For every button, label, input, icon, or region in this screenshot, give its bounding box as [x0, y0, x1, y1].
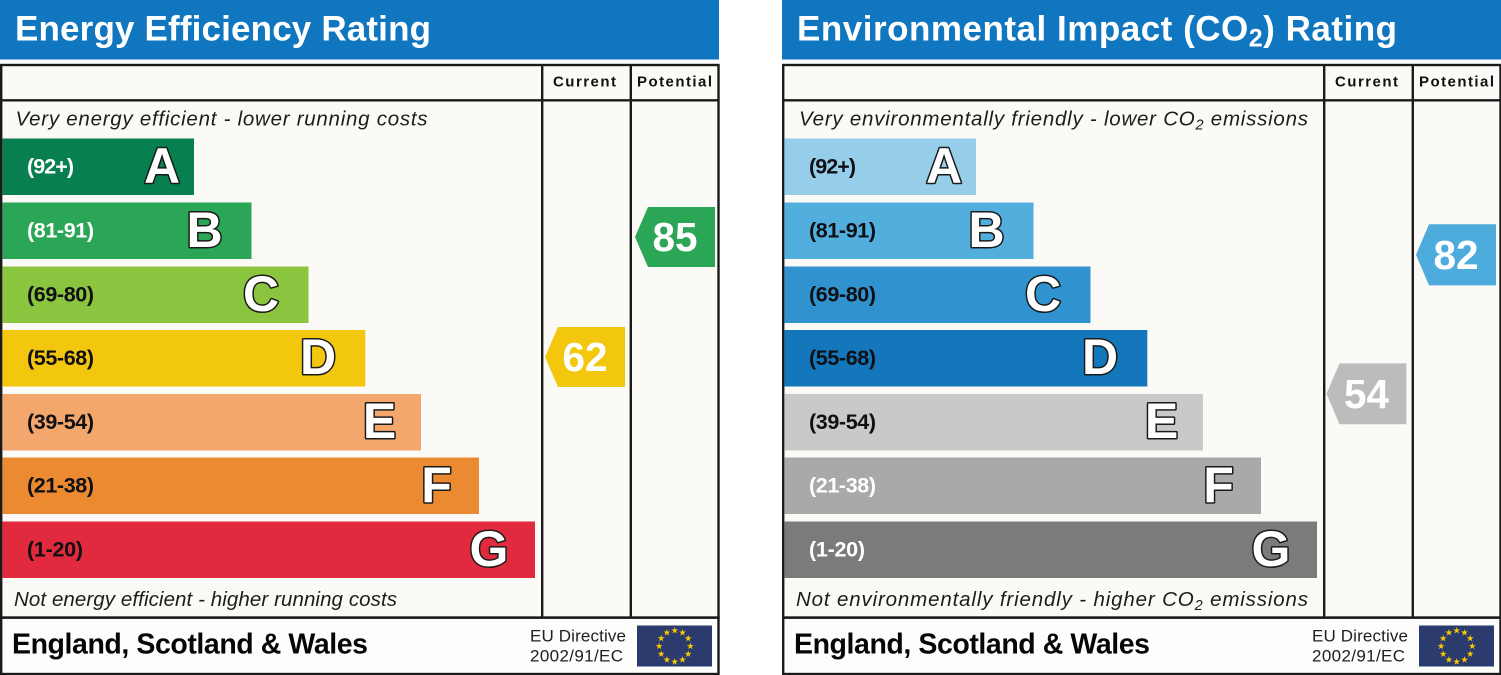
- svg-text:E: E: [1145, 393, 1178, 449]
- svg-text:England, Scotland & Wales: England, Scotland & Wales: [12, 629, 368, 661]
- svg-text:A: A: [144, 138, 180, 194]
- svg-text:England, Scotland & Wales: England, Scotland & Wales: [794, 629, 1150, 661]
- svg-text:(39-54): (39-54): [809, 410, 876, 434]
- svg-text:EU Directive: EU Directive: [1312, 627, 1408, 646]
- svg-text:D: D: [300, 329, 336, 385]
- svg-text:Current: Current: [553, 74, 616, 91]
- svg-text:Environmental Impact (CO2) Rat: Environmental Impact (CO2) Rating: [797, 10, 1397, 53]
- svg-text:Not environmentally friendly -: Not environmentally friendly - higher CO…: [796, 588, 1308, 614]
- svg-text:(81-91): (81-91): [27, 219, 94, 243]
- svg-text:(1-20): (1-20): [809, 538, 865, 562]
- svg-text:(92+): (92+): [809, 155, 856, 179]
- svg-text:B: B: [968, 202, 1004, 258]
- svg-text:(69-80): (69-80): [27, 283, 94, 307]
- svg-text:Potential: Potential: [637, 74, 712, 91]
- svg-text:G: G: [1252, 521, 1291, 577]
- svg-text:(81-91): (81-91): [809, 219, 876, 243]
- svg-text:2002/91/EC: 2002/91/EC: [1312, 647, 1405, 666]
- svg-text:(39-54): (39-54): [27, 410, 94, 434]
- svg-text:82: 82: [1433, 232, 1478, 278]
- svg-text:(55-68): (55-68): [27, 346, 94, 370]
- svg-text:C: C: [243, 266, 279, 322]
- svg-text:(21-38): (21-38): [27, 474, 94, 498]
- svg-text:2002/91/EC: 2002/91/EC: [530, 647, 623, 666]
- svg-text:(55-68): (55-68): [809, 346, 876, 370]
- svg-text:E: E: [363, 393, 396, 449]
- svg-text:EU Directive: EU Directive: [530, 627, 626, 646]
- svg-text:A: A: [926, 138, 962, 194]
- svg-text:F: F: [1203, 457, 1234, 513]
- svg-text:D: D: [1082, 329, 1118, 385]
- svg-text:(1-20): (1-20): [27, 538, 83, 562]
- svg-text:G: G: [470, 521, 509, 577]
- svg-text:(92+): (92+): [27, 155, 74, 179]
- svg-text:(69-80): (69-80): [809, 283, 876, 307]
- svg-text:Not energy efficient - higher: Not energy efficient - higher running co…: [14, 588, 397, 611]
- svg-text:85: 85: [652, 214, 697, 260]
- svg-text:Energy Efficiency Rating: Energy Efficiency Rating: [15, 10, 431, 49]
- svg-text:Potential: Potential: [1419, 74, 1494, 91]
- svg-text:(21-38): (21-38): [809, 474, 876, 498]
- svg-text:C: C: [1025, 266, 1061, 322]
- svg-text:54: 54: [1344, 371, 1390, 417]
- svg-text:F: F: [421, 457, 452, 513]
- svg-text:62: 62: [562, 334, 607, 380]
- svg-text:B: B: [186, 202, 222, 258]
- svg-text:Very energy efficient - lower: Very energy efficient - lower running co…: [16, 107, 428, 130]
- svg-text:Current: Current: [1335, 74, 1398, 91]
- svg-text:Very environmentally friendly: Very environmentally friendly - lower CO…: [799, 107, 1308, 133]
